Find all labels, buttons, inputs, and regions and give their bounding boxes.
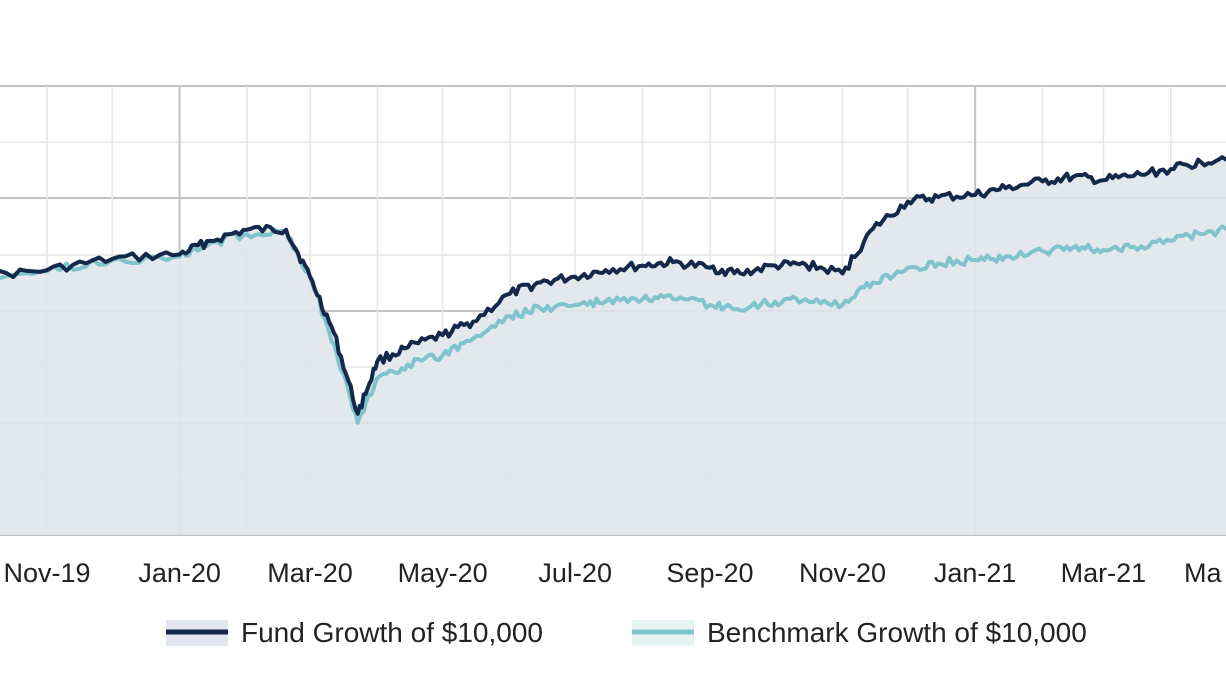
x-tick-label: Mar-20	[267, 558, 353, 588]
series-lines	[0, 155, 1226, 425]
series-line-fund	[0, 155, 1226, 416]
x-tick-label: Nov-19	[3, 558, 90, 588]
x-tick-label: Nov-20	[799, 558, 886, 588]
x-tick-label: May-20	[398, 558, 488, 588]
legend-label-fund: Fund Growth of $10,000	[241, 617, 543, 648]
x-tick-label: Mar-21	[1061, 558, 1147, 588]
x-axis: Nov-19 Jan-20 Mar-20 May-20 Jul-20 Sep-20 Nov-…	[3, 558, 1222, 588]
x-tick-label: Jul-20	[538, 558, 612, 588]
x-tick-label: Jan-21	[934, 558, 1017, 588]
legend-label-benchmark: Benchmark Growth of $10,000	[707, 617, 1087, 648]
x-tick-label: Sep-20	[666, 558, 753, 588]
area-layer	[0, 157, 1226, 535]
legend: Fund Growth of $10,000 Benchmark Growth …	[166, 617, 1087, 648]
x-tick-label: Jan-20	[138, 558, 221, 588]
x-tick-label: Ma	[1184, 558, 1222, 588]
area-fill	[0, 157, 1226, 535]
